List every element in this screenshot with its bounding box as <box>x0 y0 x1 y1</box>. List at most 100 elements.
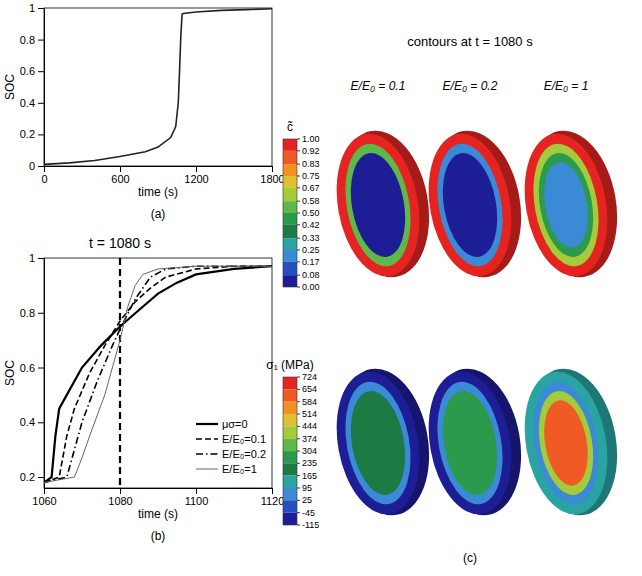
colorbar: c̃1.000.920.830.750.670.580.500.420.330.… <box>283 120 320 292</box>
tick-mark <box>272 488 273 494</box>
tick-label: 0.33 <box>302 233 320 243</box>
tick: 1800 <box>260 166 284 185</box>
tick: 0.2 <box>20 471 44 483</box>
field-level <box>418 127 522 283</box>
tick-label: 0.08 <box>302 270 320 280</box>
tick-label: 1100 <box>185 495 209 507</box>
colorbar-band <box>283 213 297 225</box>
tick-label: 0.6 <box>20 65 35 77</box>
tick: 0.6 <box>20 65 44 77</box>
tick-mark <box>297 451 300 452</box>
colorbar-band <box>283 262 297 275</box>
tick-mark <box>297 238 300 239</box>
colorbar-band <box>283 402 297 414</box>
column-header: E/E₀ = 1 <box>544 79 589 93</box>
panel: contours at t = 1080 s E/E₀ = 0.1 E/E₀ = 0… <box>266 34 628 565</box>
tick-label: -115 <box>302 520 319 530</box>
tick-mark <box>297 377 300 378</box>
tick-mark <box>297 512 300 513</box>
tick-label: 1.00 <box>302 134 320 144</box>
tick-label: 444 <box>302 421 317 431</box>
caption: (b) <box>151 529 166 543</box>
field-level <box>531 387 600 500</box>
tick-mark <box>196 166 197 172</box>
y-axis: 0.20.40.60.81 <box>20 252 45 488</box>
field-level <box>531 149 600 262</box>
legend-item: μσ=0 <box>196 418 248 430</box>
tick-label: 0.67 <box>302 183 320 193</box>
tick-mark <box>297 414 300 415</box>
tick-label: 95 <box>302 483 312 493</box>
figure: 06001200180000.20.40.60.81time (s)SOC(a)… <box>0 0 642 576</box>
legend-swatch <box>196 423 218 425</box>
field <box>326 123 440 284</box>
tick-label: 0.2 <box>20 128 35 140</box>
field-level <box>525 377 608 510</box>
tick-mark <box>38 103 44 104</box>
colorbar-band <box>283 188 297 201</box>
field-level <box>326 365 430 521</box>
tick-label: 1800 <box>260 173 284 185</box>
tick-label: 0.8 <box>20 34 35 46</box>
column-header: E/E₀ = 0.1 <box>351 79 406 93</box>
field-level <box>429 139 512 272</box>
y-axis-title: SOC <box>3 360 17 386</box>
legend-swatch <box>196 438 218 440</box>
field-level <box>418 365 522 521</box>
tick-label: 0.75 <box>302 171 320 181</box>
tick-label: 0 <box>41 173 47 185</box>
tick: 0 <box>41 166 47 185</box>
tick-label: 0.2 <box>20 471 35 483</box>
legend-label: E/E₀=1 <box>222 463 257 475</box>
field <box>326 361 440 522</box>
legend-label: μσ=0 <box>222 418 248 430</box>
tick-mark <box>196 488 197 494</box>
colorbar-band <box>283 414 297 426</box>
legend-item: E/E₀=0.1 <box>196 433 266 445</box>
colorbar-title: c̃ <box>287 120 293 134</box>
series-line <box>44 266 272 482</box>
tick-label: 1120 <box>261 495 285 507</box>
tick-mark <box>38 477 44 478</box>
tick-label: 0.4 <box>20 97 35 109</box>
tick-mark <box>297 213 300 214</box>
tick-mark <box>297 287 300 288</box>
tick: 0 <box>29 160 44 172</box>
colorbar-band <box>283 426 297 438</box>
tick-mark <box>297 250 300 251</box>
tick: 1120 <box>261 488 285 507</box>
colorbar-band <box>283 139 297 151</box>
tick-mark <box>297 475 300 476</box>
field-level <box>429 377 512 510</box>
tick: 0.8 <box>20 307 44 319</box>
tick-mark <box>297 139 300 140</box>
title: contours at t = 1080 s <box>407 34 533 49</box>
tick-label: 0.92 <box>302 146 320 156</box>
tick: 0.2 <box>20 128 44 140</box>
tick-label: -45 <box>302 508 315 518</box>
field-level <box>435 149 504 262</box>
colorbar-band <box>283 500 297 512</box>
tick-mark <box>297 261 300 262</box>
frame <box>44 258 272 488</box>
colorbar-band <box>283 488 297 500</box>
tick-mark <box>297 150 300 151</box>
frame <box>44 8 272 166</box>
colorbar-title: σ₁ (MPa) <box>266 358 313 372</box>
field-level <box>337 377 420 510</box>
series-line <box>44 9 272 165</box>
tick-label: 235 <box>302 458 317 468</box>
column-header: E/E₀ = 0.2 <box>443 79 498 93</box>
field-level <box>538 159 594 251</box>
tick-mark <box>120 166 121 172</box>
tick: 1100 <box>185 488 209 507</box>
x-axis-title: time (s) <box>138 185 178 199</box>
tick-label: 374 <box>302 434 317 444</box>
colorbar-band <box>283 389 297 401</box>
axis-line <box>45 488 273 489</box>
tick-mark <box>297 426 300 427</box>
tick-mark <box>297 275 300 276</box>
tick-label: 0.50 <box>302 208 320 218</box>
colorbar-band <box>283 201 297 213</box>
tick-label: 0 <box>29 160 35 172</box>
